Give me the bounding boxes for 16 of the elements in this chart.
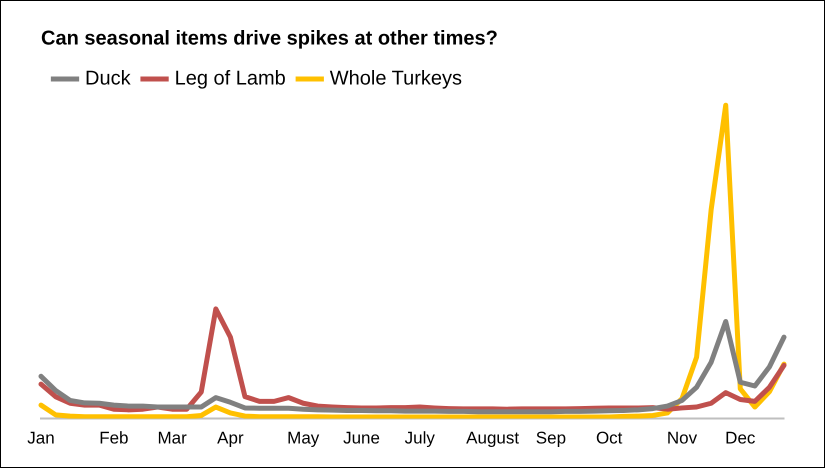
x-tick-label: Mar (157, 428, 188, 448)
legend-label: Duck (85, 68, 132, 90)
x-tick-label: Jan (27, 428, 55, 448)
x-tick-label: June (343, 428, 380, 448)
x-tick-label: Oct (596, 428, 623, 448)
x-tick-label: Apr (217, 428, 244, 448)
x-tick-label: Dec (725, 428, 756, 448)
x-tick-label: July (404, 428, 436, 448)
x-tick-label: Nov (666, 428, 698, 448)
x-tick-label: August (466, 428, 520, 448)
chart-title: Can seasonal items drive spikes at other times? (41, 28, 498, 50)
x-tick-label: May (287, 428, 320, 448)
legend-label: Leg of Lamb (174, 68, 286, 90)
x-tick-label: Sep (536, 428, 566, 448)
legend-label: Whole Turkeys (330, 68, 462, 90)
x-tick-label: Feb (99, 428, 128, 448)
